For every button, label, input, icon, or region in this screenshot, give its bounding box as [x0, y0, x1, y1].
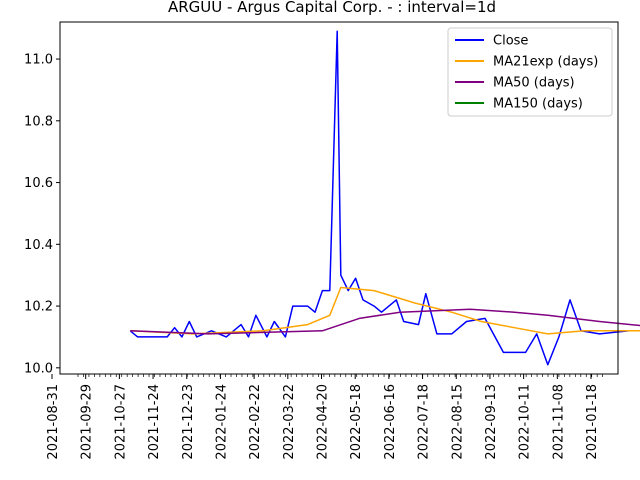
x-tick-label: 2022-08-15	[450, 384, 465, 460]
legend-label: MA150 (days)	[493, 97, 583, 112]
x-tick-label: 2022-05-18	[349, 384, 364, 460]
x-tick-label: 2021-11-24	[147, 384, 162, 460]
x-tick-label: 2021-12-23	[181, 384, 196, 460]
y-axis: 10.0 10.2 10.4 10.6 10.8 11.0	[24, 53, 60, 376]
x-tick-label: 2021-08-31	[46, 384, 61, 460]
x-tick-label: 2021-01-18	[585, 384, 600, 460]
legend-label: MA50 (days)	[493, 76, 575, 91]
series-line-2	[130, 308, 640, 335]
legend-label: MA21exp (days)	[493, 55, 598, 70]
legend-box	[447, 27, 613, 117]
x-tick-label: 2022-06-16	[383, 384, 398, 460]
y-tick-label: 10.8	[24, 114, 53, 129]
series-line-0	[129, 30, 640, 366]
x-tick-label: 2022-09-13	[484, 384, 499, 460]
x-tick-label: 2022-07-18	[417, 384, 432, 460]
series-layer	[129, 30, 640, 366]
legend: Close MA21exp (days) MA50 (days) MA150 (day…	[447, 27, 613, 117]
x-tick-label: 2021-11-08	[551, 384, 566, 460]
x-tick-label: 2022-10-11	[518, 384, 533, 460]
x-tick-label: 2021-10-27	[113, 384, 128, 460]
y-tick-label: 10.0	[24, 361, 53, 376]
x-tick-label: 2022-04-20	[316, 384, 331, 460]
x-tick-label: 2021-09-29	[80, 384, 95, 460]
series-line-1	[130, 286, 640, 335]
plot-area-frame	[59, 21, 619, 375]
y-tick-label: 10.6	[24, 176, 53, 191]
legend-label: Close	[493, 34, 528, 49]
y-tick-label: 11.0	[24, 53, 53, 68]
x-tick-label: 2022-01-24	[214, 384, 229, 460]
x-tick-label: 2022-03-22	[282, 384, 297, 460]
y-tick-label: 10.4	[24, 238, 53, 253]
x-tick-label: 2022-02-22	[248, 384, 263, 460]
x-axis: 2021-08-31 2021-09-29 2021-10-27 2021-11-24…	[46, 374, 603, 460]
chart-title: ARGUU - Argus Capital Corp. - : interval…	[168, 0, 496, 16]
y-tick-label: 10.2	[24, 300, 53, 315]
